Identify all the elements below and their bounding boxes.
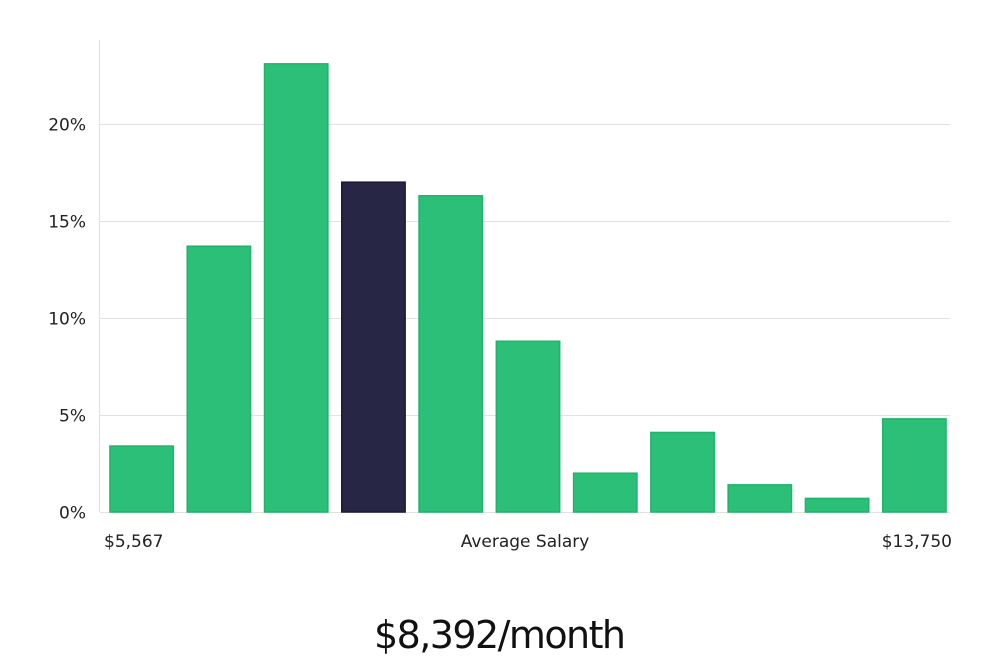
histogram-bar (572, 472, 638, 513)
x-min-label: $5,567 (104, 532, 163, 552)
histogram-bar (109, 445, 175, 513)
histogram-bar (727, 484, 793, 513)
x-axis-label: Average Salary (461, 532, 590, 552)
y-tick-label: 15% (48, 213, 86, 233)
histogram-bar (263, 63, 329, 513)
histogram-bar-highlighted (341, 181, 406, 513)
histogram-bar (804, 497, 870, 513)
y-tick-label: 0% (59, 504, 86, 524)
y-tick-label: 5% (59, 407, 86, 427)
x-max-label: $13,750 (882, 532, 952, 552)
histogram-bar (418, 195, 484, 513)
histogram-bar (881, 418, 947, 513)
histogram-bar (186, 245, 252, 513)
histogram-bar (650, 431, 715, 513)
average-salary-headline: $8,392/month (374, 613, 626, 657)
y-tick-label: 20% (48, 116, 86, 136)
y-tick-label: 10% (48, 310, 86, 330)
histogram-bar (495, 340, 561, 513)
